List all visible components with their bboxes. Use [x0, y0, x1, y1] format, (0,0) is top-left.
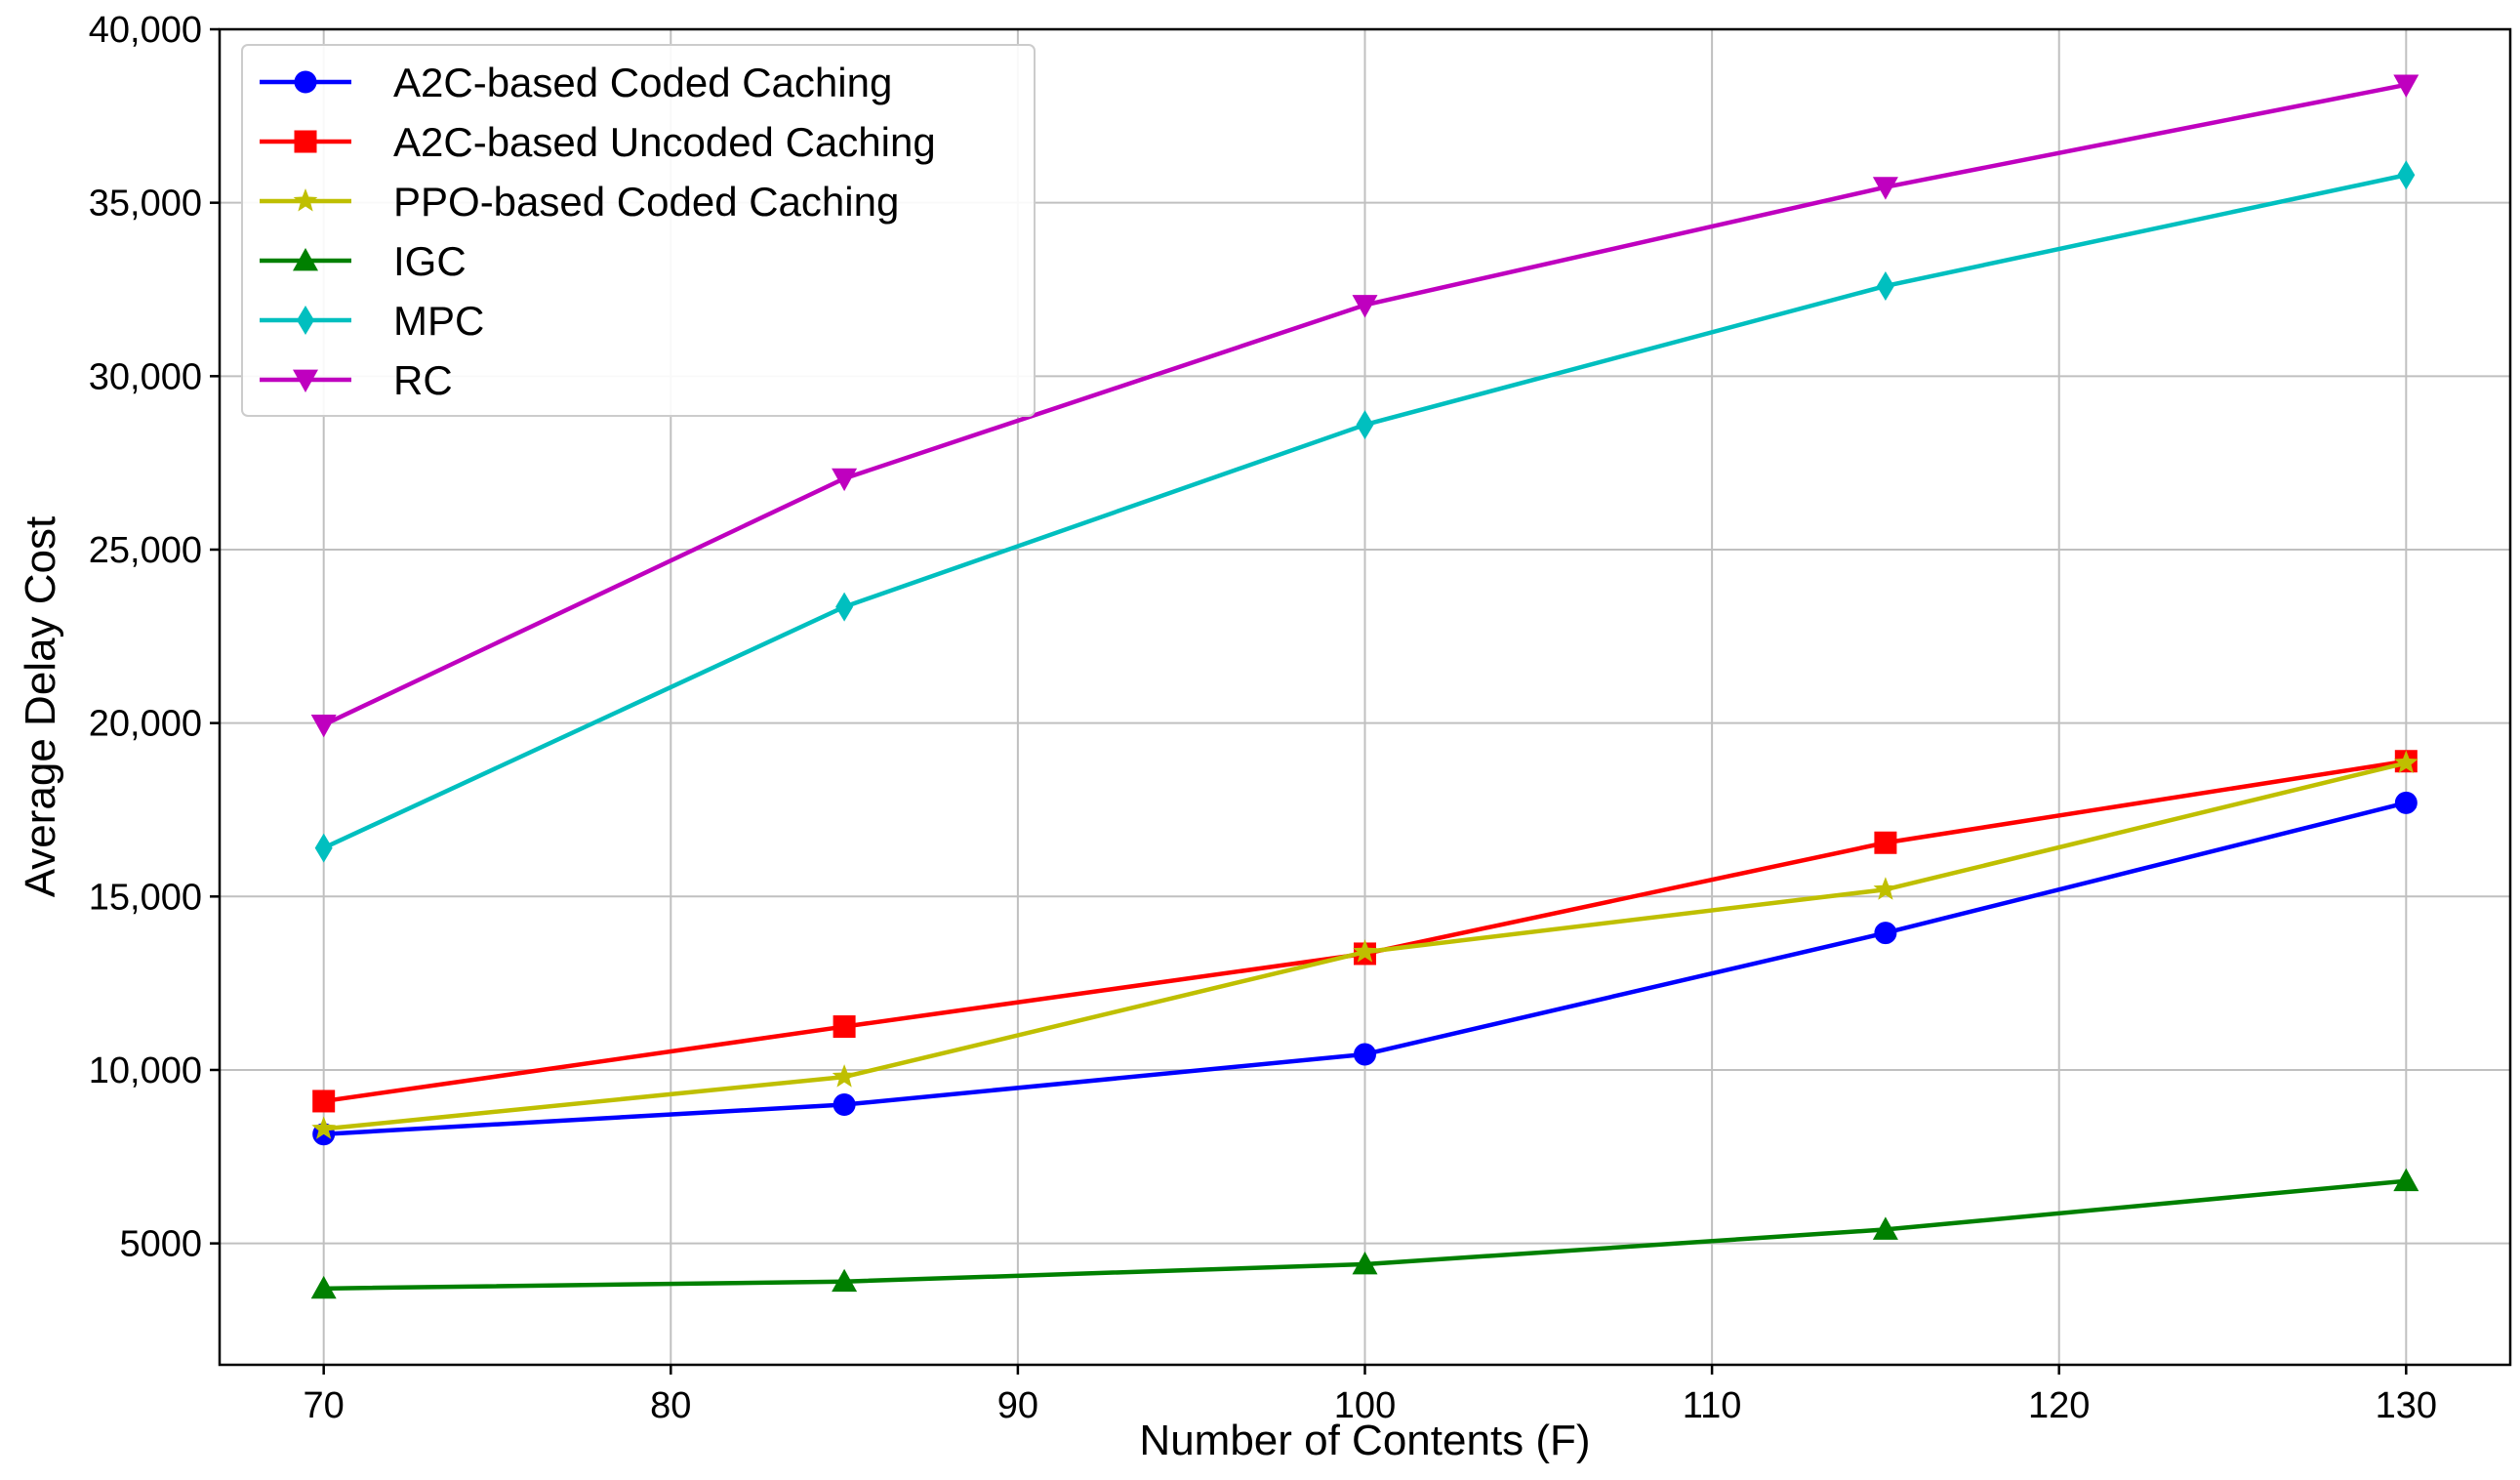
data-point-ppo-based-coded-caching — [311, 1116, 337, 1139]
legend-label: RC — [393, 357, 453, 403]
y-tick-label: 20,000 — [89, 704, 202, 745]
x-axis-title: Number of Contents (F) — [1139, 1417, 1590, 1464]
legend-box — [241, 44, 1036, 417]
x-tick-label: 120 — [2028, 1385, 2090, 1426]
series-igc — [310, 1168, 2419, 1299]
data-point-igc — [832, 1268, 858, 1293]
legend-swatch-marker — [293, 369, 318, 392]
series-rc — [310, 74, 2419, 738]
legend-swatch-marker — [293, 248, 318, 271]
data-point-rc — [1872, 177, 1898, 200]
series-ppo-based-coded-caching — [311, 750, 2418, 1139]
legend-item-rc: RC — [260, 357, 453, 403]
axes-layer: 70 80 90 100 110 120 130 5000 10,000 15,000 20,000… — [89, 10, 2512, 1426]
x-tick-label: 100 — [1334, 1385, 1396, 1426]
data-point-igc — [1352, 1251, 1378, 1275]
data-point-igc — [1872, 1216, 1898, 1240]
data-point-a2c-based-coded-caching — [1354, 1043, 1376, 1066]
x-tick-label: 110 — [1683, 1385, 1742, 1426]
data-point-mpc — [835, 592, 854, 622]
legend-swatch-marker — [294, 130, 317, 153]
y-tick-label: 30,000 — [89, 356, 202, 397]
data-point-ppo-based-coded-caching — [1873, 877, 1898, 900]
legend-swatch-marker — [297, 306, 314, 335]
y-tick-label: 5000 — [119, 1224, 202, 1265]
legend-swatch-marker — [294, 70, 317, 94]
grid-layer — [220, 28, 2510, 1365]
data-point-mpc — [314, 833, 333, 863]
data-point-mpc — [1876, 270, 1894, 301]
data-point-ppo-based-coded-caching — [832, 1064, 857, 1088]
legend-item-ppo-based-coded-caching: PPO-based Coded Caching — [260, 179, 899, 225]
x-tick-label: 70 — [304, 1385, 345, 1426]
series-layer — [310, 74, 2419, 1299]
data-point-rc — [310, 715, 337, 738]
legend-swatch-marker — [293, 188, 318, 212]
data-point-a2c-based-coded-caching — [2394, 791, 2418, 814]
y-tick-label: 35,000 — [89, 184, 202, 225]
y-tick-label: 40,000 — [89, 10, 202, 51]
legend-label: PPO-based Coded Caching — [393, 179, 899, 225]
data-point-a2c-based-uncoded-caching — [833, 1015, 856, 1039]
data-point-mpc — [1356, 410, 1374, 440]
x-tick-label: 90 — [997, 1385, 1038, 1426]
legend-label: MPC — [393, 298, 484, 344]
data-point-a2c-based-coded-caching — [833, 1093, 856, 1117]
legend-item-a2c-based-uncoded-caching: A2C-based Uncoded Caching — [260, 119, 936, 165]
data-point-igc — [2393, 1168, 2419, 1192]
data-point-igc — [310, 1275, 337, 1299]
x-tick-label: 80 — [650, 1385, 691, 1426]
data-point-a2c-based-uncoded-caching — [312, 1089, 336, 1113]
legend-item-igc: IGC — [260, 238, 467, 284]
y-tick-label: 15,000 — [89, 877, 202, 918]
data-point-ppo-based-coded-caching — [1353, 939, 1377, 963]
data-point-rc — [832, 468, 858, 492]
legend-label: A2C-based Coded Caching — [393, 60, 892, 105]
data-point-a2c-based-coded-caching — [1874, 922, 1897, 945]
series-mpc — [314, 160, 2416, 863]
data-point-a2c-based-uncoded-caching — [1874, 831, 1897, 854]
x-tick-label: 130 — [2376, 1385, 2437, 1426]
y-tick-label: 25,000 — [89, 530, 202, 571]
data-point-mpc — [2397, 160, 2416, 190]
data-point-rc — [1352, 295, 1378, 318]
y-axis-title: Average Delay Cost — [17, 516, 64, 898]
legend-item-mpc: MPC — [260, 298, 484, 344]
data-point-ppo-based-coded-caching — [2393, 750, 2418, 774]
legend-item-a2c-based-coded-caching: A2C-based Coded Caching — [260, 60, 892, 105]
legend: A2C-based Coded Caching A2C-based Uncoded… — [241, 44, 1036, 417]
legend-label: A2C-based Uncoded Caching — [393, 119, 936, 165]
legend-label: IGC — [393, 238, 467, 284]
data-point-rc — [2393, 74, 2419, 98]
y-tick-label: 10,000 — [89, 1050, 202, 1091]
